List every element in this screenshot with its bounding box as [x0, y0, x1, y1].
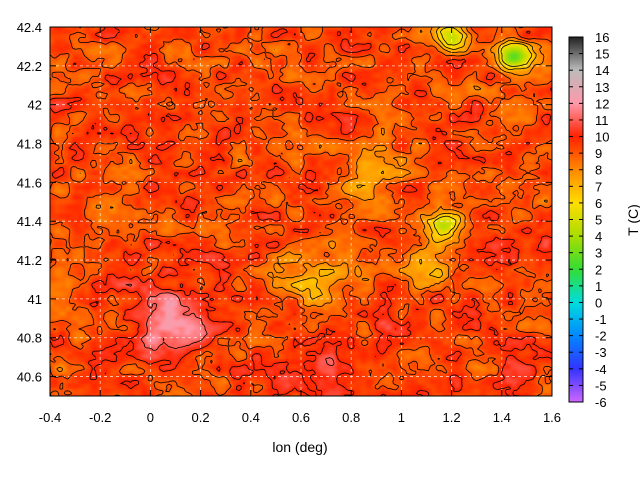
colorbar-tick-label: 7 [595, 179, 602, 194]
contour-line [290, 27, 537, 300]
y-tick-label: 41.8 [17, 137, 42, 152]
x-tick-label: 0.2 [192, 410, 210, 425]
colorbar-tick-label: 13 [595, 80, 609, 95]
x-tick-label: 0.4 [242, 410, 260, 425]
x-tick-label: 0.8 [342, 410, 360, 425]
colorbar-tick-label: -3 [595, 345, 607, 360]
x-axis-ticks: -0.4 -0.2 0 0.2 0.4 0.6 0.8 1 1.2 1.4 1.6 [39, 27, 561, 425]
x-tick-label: 1.2 [443, 410, 461, 425]
x-axis-title: lon (deg) [272, 439, 327, 455]
y-tick-label: 41.6 [17, 175, 42, 190]
y-tick-label: 41.2 [17, 253, 42, 268]
colorbar-tick-label: -1 [595, 312, 607, 327]
x-tick-label: 1 [398, 410, 405, 425]
x-tick-label: 1.4 [493, 410, 511, 425]
y-tick-label: 42.2 [17, 59, 42, 74]
colorbar-tick-label: 1 [595, 279, 602, 294]
colorbar-tick-label: -4 [595, 362, 607, 377]
contour-lines [50, 27, 552, 396]
grid-lines [50, 27, 552, 396]
y-tick-label: 40.8 [17, 331, 42, 346]
colorbar-tick-label: 3 [595, 246, 602, 261]
y-tick-label: 41.4 [17, 214, 42, 229]
colorbar-tick-label: 9 [595, 146, 602, 161]
colorbar-tick-label: 6 [595, 196, 602, 211]
colorbar-tick-label: 10 [595, 130, 609, 145]
x-tick-label: 0 [147, 410, 154, 425]
colorbar-tick-label: 16 [595, 30, 609, 45]
y-tick-label: 42 [28, 98, 42, 113]
x-tick-label: -0.2 [89, 410, 111, 425]
colorbar-tick-label: -2 [595, 329, 607, 344]
contour-line [125, 283, 335, 366]
plot-area [50, 27, 552, 396]
colorbar-tick-label: 11 [595, 113, 609, 128]
colorbar-tick-label: 12 [595, 96, 609, 111]
x-tick-label: 1.6 [543, 410, 561, 425]
x-tick-label: -0.4 [39, 410, 61, 425]
contour-line [56, 27, 548, 373]
y-tick-label: 41 [28, 292, 42, 307]
contour-line [50, 27, 552, 396]
y-tick-label: 42.4 [17, 20, 42, 35]
contour-line [50, 27, 552, 396]
colorbar-tick-label: 2 [595, 262, 602, 277]
colorbar-title: T (C) [625, 204, 640, 236]
colorbar-tick-label: -5 [595, 378, 607, 393]
colorbar-tick-label: -6 [595, 395, 607, 410]
colorbar-tick-label: 0 [595, 295, 602, 310]
colorbar-tick-label: 8 [595, 163, 602, 178]
colorbar-gradient [569, 37, 583, 402]
x-tick-label: 0.6 [292, 410, 310, 425]
colorbar-tick-label: 15 [595, 47, 609, 62]
colorbar-tick-label: 5 [595, 213, 602, 228]
colorbar-tick-label: 4 [595, 229, 602, 244]
y-tick-label: 40.6 [17, 370, 42, 385]
y-axis-ticks: 40.6 40.8 41 41.2 41.4 41.6 41.8 42 42.2 42.4 [17, 20, 552, 385]
colorbar-tick-label: 14 [595, 63, 609, 78]
contour-line [433, 27, 533, 236]
